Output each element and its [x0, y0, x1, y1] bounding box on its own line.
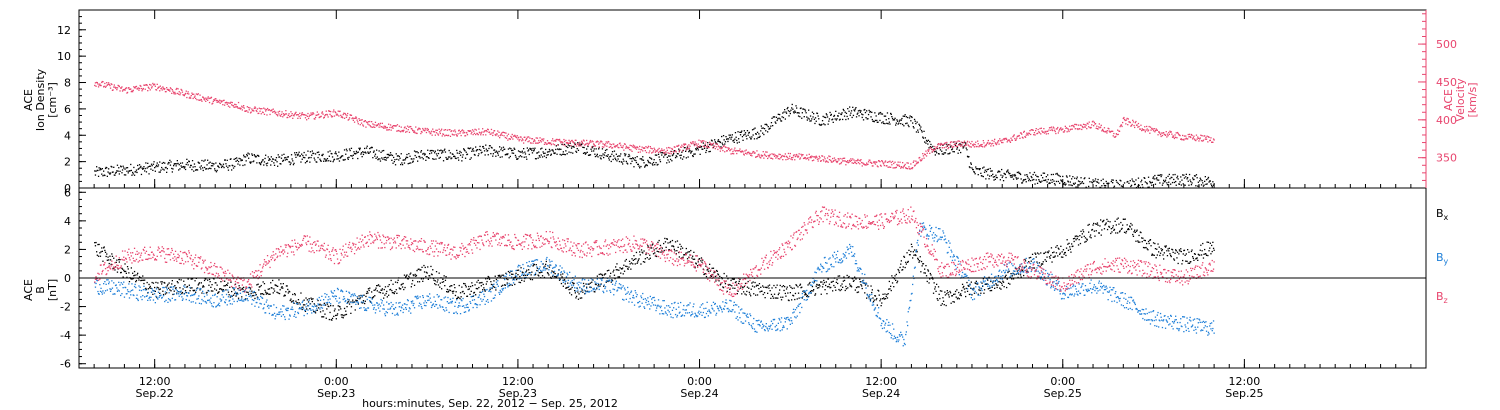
velocity-axis-title-line: Velocity — [1454, 78, 1467, 122]
density-axis-title-line: ACE — [22, 89, 35, 111]
x-tick-time-label: 0:00 — [324, 375, 349, 388]
field-axis-title-line: [nT] — [46, 279, 59, 301]
density-axis-title: ACE Ion Density [cm⁻³] — [22, 68, 59, 131]
top-left-tick-label: 12 — [57, 24, 71, 37]
x-tick-time-label: 0:00 — [687, 375, 712, 388]
x-tick-date-label: Sep.22 — [136, 387, 174, 400]
velocity-axis-title-line: ACE — [1442, 89, 1455, 111]
top-left-tick-label: 8 — [64, 77, 71, 90]
top-right-tick-label: 350 — [1436, 152, 1457, 165]
bottom-left-tick-label: 2 — [64, 243, 71, 256]
bottom-left-tick-label: 6 — [64, 186, 71, 199]
x-tick-date-label: Sep.23 — [499, 387, 537, 400]
velocity-axis-title-line: [km/s] — [1466, 82, 1479, 117]
x-tick-time-label: 0:00 — [1050, 375, 1075, 388]
bottom-left-tick-label: -6 — [60, 358, 71, 371]
top-right-tick-label: 450 — [1436, 76, 1457, 89]
plot-frame — [78, 9, 1427, 369]
density-series — [94, 103, 1215, 189]
field-axis-title-line: ACE — [22, 279, 35, 301]
legend-bz: Bz — [1436, 290, 1448, 305]
x-tick-time-label: 12:00 — [139, 375, 171, 388]
b-bx-series — [94, 217, 1215, 321]
legend-by: By — [1436, 251, 1449, 266]
x-tick-date-label: Sep.24 — [680, 387, 718, 400]
x-tick-date-label: Sep.23 — [317, 387, 355, 400]
top-left-tick-label: 0 — [64, 182, 71, 195]
top-left-tick-label: 10 — [57, 50, 71, 63]
x-tick-date-label: Sep.24 — [862, 387, 900, 400]
field-axis-title-line: B — [34, 286, 47, 294]
b-bz-series — [94, 206, 1215, 298]
density-axis-title-line: [cm⁻³] — [46, 82, 59, 118]
x-tick-date-label: Sep.25 — [1225, 387, 1263, 400]
x-tick-time-label: 12:00 — [1229, 375, 1261, 388]
field-axis-title: ACE B [nT] — [22, 279, 59, 301]
top-left-tick-label: 2 — [64, 156, 71, 169]
x-axis-label: hours:minutes, Sep. 22, 2012 − Sep. 25, … — [362, 397, 618, 410]
velocity-series — [94, 80, 1215, 170]
b-by-series — [94, 222, 1215, 347]
bottom-left-tick-label: 4 — [64, 215, 71, 228]
density-axis-title-line: Ion Density — [34, 68, 47, 131]
top-left-tick-label: 4 — [64, 129, 71, 142]
x-tick-time-label: 12:00 — [502, 375, 534, 388]
bottom-left-tick-label: -2 — [60, 301, 71, 314]
top-right-tick-label: 400 — [1436, 114, 1457, 127]
top-right-tick-label: 500 — [1436, 38, 1457, 51]
bottom-left-tick-label: -4 — [60, 329, 71, 342]
bottom-left-tick-label: 0 — [64, 272, 71, 285]
top-left-tick-label: 6 — [64, 103, 71, 116]
x-tick-date-label: Sep.25 — [1044, 387, 1082, 400]
legend-bx: Bx — [1436, 207, 1449, 222]
x-tick-time-label: 12:00 — [865, 375, 897, 388]
velocity-axis-title: ACE Velocity [km/s] — [1442, 78, 1479, 122]
